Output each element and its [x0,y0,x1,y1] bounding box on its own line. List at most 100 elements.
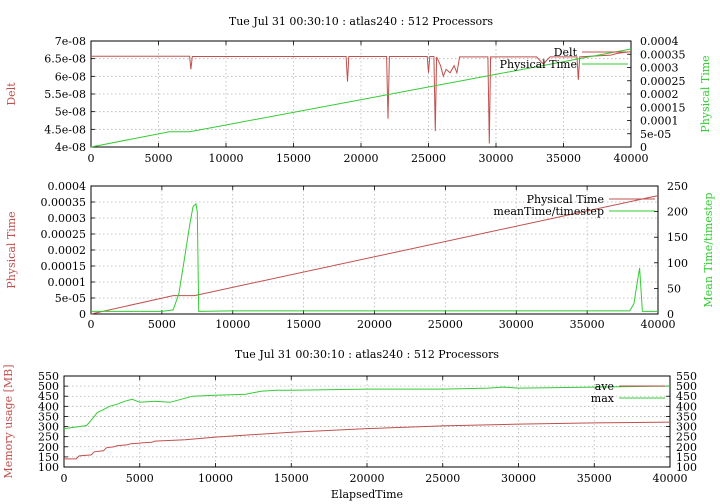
x-tick-label: 15000 [274,472,309,485]
y2-tick-label: 350 [676,410,697,423]
legend-label: Physical Time [500,58,577,71]
x-tick-label: 0 [61,472,68,485]
y1-tick-label: 0.0004 [48,180,87,193]
y2-tick-label: 0.0002 [640,88,679,101]
series-line-meantime-timestep [91,202,658,312]
x-tick-label: 25000 [425,472,460,485]
legend-label: ave [595,380,614,393]
delt-physical-time-chart: Tue Jul 31 00:30:10 : atlas240 : 512 Pro… [5,15,712,165]
legend-label: max [591,392,615,405]
y1-tick-label: 200 [38,441,59,454]
y2-tick-label: 550 [676,370,697,383]
y2-tick-label: 0 [667,308,674,321]
y1-tick-label: 5.5e-08 [44,88,86,101]
y2-tick-label: 0.00025 [640,75,686,88]
x-tick-label: 10000 [215,318,250,331]
y2-tick-label: 150 [676,451,697,464]
y1-tick-label: 4e-08 [55,141,86,154]
legend-label: Delt [554,46,578,59]
y1-tick-label: 400 [38,400,59,413]
y2-tick-label: 0.0003 [640,62,679,75]
y2-tick-label: 50 [667,282,681,295]
x-tick-label: 5000 [126,472,154,485]
x-tick-label: 5000 [148,318,176,331]
x-tick-label: 35000 [570,318,605,331]
chart-title: Tue Jul 31 00:30:10 : atlas240 : 512 Pro… [229,15,494,28]
series-line-physical-time [90,195,659,315]
x-tick-label: 10000 [209,152,244,165]
y2-tick-label: 500 [676,380,697,393]
series-line-physical-time [90,48,632,148]
physical-mean-time-chart: 0 5000 10000 15000 20000 25000 30000 35000 40000… [5,180,715,331]
x-tick-label: 5000 [145,152,173,165]
x-axis-label: ElapsedTime [331,488,403,501]
y1-tick-label: 6e-08 [55,70,86,83]
x-tick-label: 0 [88,318,95,331]
y1-tick-label: 550 [38,370,59,383]
y1-axis-label: Physical Time [5,211,18,288]
memory-usage-chart: Tue Jul 31 00:30:10 : atlas240 : 512 Pro… [2,348,697,501]
y2-tick-label: 450 [676,390,697,403]
series-line-max [63,385,671,430]
y1-tick-label: 100 [38,461,59,474]
series-line-delt [91,51,632,144]
y2-tick-label: 300 [676,421,697,434]
x-tick-label: 15000 [276,152,311,165]
y2-tick-label: 100 [667,257,688,270]
y2-tick-label: 0.00015 [640,101,686,114]
y1-tick-label: 300 [38,421,59,434]
x-tick-label: 15000 [286,318,321,331]
y1-tick-label: 250 [38,431,59,444]
x-tick-label: 35000 [546,152,581,165]
series-line-ave [64,421,671,460]
plot-frame [90,40,632,148]
y1-tick-label: 5e-08 [55,106,86,119]
y2-tick-label: 0 [640,141,647,154]
y1-tick-label: 0.0003 [48,212,87,225]
plot-frame [63,375,671,468]
y1-tick-label: 6.5e-08 [44,53,86,66]
y2-tick-label: 100 [676,461,697,474]
legend-label: meanTime/timestep [493,205,604,218]
y1-tick-label: 0.00035 [41,196,87,209]
y2-tick-label: 150 [667,231,688,244]
legend-label: Physical Time [527,193,604,206]
x-tick-label: 20000 [350,472,385,485]
x-tick-label: 40000 [614,152,649,165]
y1-tick-label: 5e-05 [55,292,86,305]
y1-tick-label: 4.5e-08 [44,123,86,136]
y1-tick-label: 350 [38,410,59,423]
y2-tick-label: 0.0001 [640,115,679,128]
x-tick-label: 40000 [641,318,676,331]
y1-tick-label: 500 [38,380,59,393]
y1-tick-label: 0.0001 [48,276,87,289]
y2-tick-label: 200 [667,206,688,219]
x-tick-label: 30000 [499,318,534,331]
y1-axis-label: Memory usage [MB] [2,364,15,478]
x-tick-label: 30000 [479,152,514,165]
chart-title: Tue Jul 31 00:30:10 : atlas240 : 512 Pro… [235,348,500,361]
y1-axis-label: Delt [5,82,18,106]
y2-tick-label: 200 [676,441,697,454]
x-tick-label: 35000 [577,472,612,485]
y1-tick-label: 450 [38,390,59,403]
x-tick-label: 40000 [653,472,688,485]
y2-tick-label: 0.0004 [640,35,679,48]
x-tick-label: 20000 [344,152,379,165]
y2-tick-label: 400 [676,400,697,413]
y1-tick-label: 0 [79,308,86,321]
x-tick-label: 10000 [198,472,233,485]
x-tick-label: 20000 [357,318,392,331]
y2-tick-label: 250 [667,180,688,193]
x-tick-label: 30000 [501,472,536,485]
y1-tick-label: 0.00015 [41,260,87,273]
y2-tick-label: 0.00035 [640,48,686,61]
y1-tick-label: 0.0002 [48,244,87,257]
y2-tick-label: 5e-05 [640,128,671,141]
x-tick-label: 0 [88,152,95,165]
x-tick-label: 25000 [411,152,446,165]
x-tick-label: 25000 [428,318,463,331]
y2-axis-label: Physical Time [699,55,712,132]
y1-tick-label: 7e-08 [55,35,86,48]
